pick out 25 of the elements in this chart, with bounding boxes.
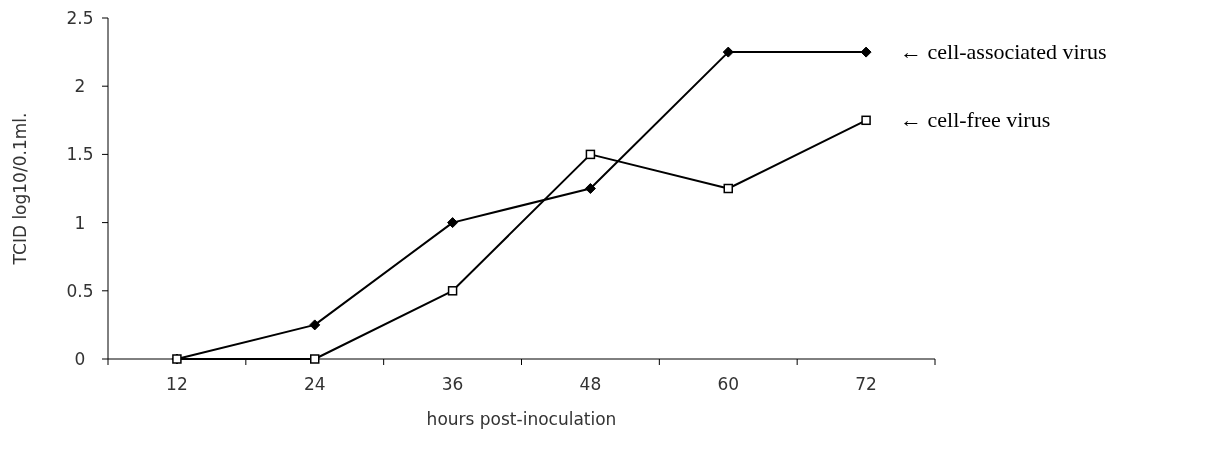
y-axis-title: TCID log10/0.1ml.	[10, 112, 30, 266]
y-tick-label: 1	[74, 212, 86, 233]
point	[861, 115, 871, 126]
x-tick-label: 48	[579, 374, 602, 394]
y-tick-label: 2.5	[66, 8, 94, 28]
point	[584, 183, 596, 194]
x-axis-title: hours post-inoculation	[426, 409, 617, 429]
point	[722, 46, 734, 58]
x-tick-label: 60	[717, 374, 740, 394]
y-tick-label: 2	[74, 76, 86, 97]
point	[723, 183, 733, 194]
point	[310, 354, 320, 364]
y-tick-label: 0.5	[66, 280, 94, 301]
x-tick-label: 12	[166, 374, 188, 394]
point	[447, 217, 459, 229]
y-tick-label: 0	[74, 349, 86, 369]
series-label: ← cell-associated virus	[900, 39, 1107, 65]
x-tick-label: 24	[303, 374, 326, 394]
x-tick-label: 72	[855, 374, 877, 394]
x-tick-label: 36	[441, 374, 464, 394]
point	[447, 286, 458, 296]
point	[585, 149, 596, 160]
series-label: ← cell-free virus	[900, 107, 1051, 133]
point	[309, 319, 321, 331]
y-tick-label: 1.5	[66, 144, 94, 165]
